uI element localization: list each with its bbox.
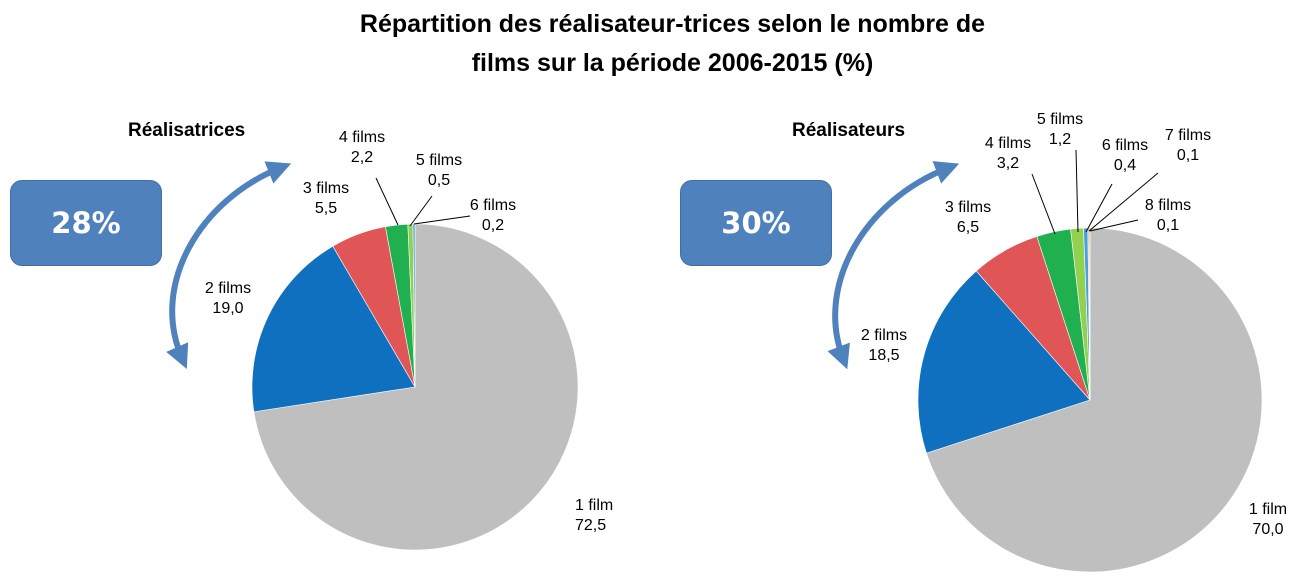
pie-1-category-label-5: 5 films [416, 152, 462, 169]
pie-1-value-label-1: 72,5 [575, 517, 606, 534]
pie-1-subtitle: Réalisatrices [128, 120, 246, 141]
pie-1-slice-1 [253, 223, 579, 551]
pie-1-value-label-6: 0,2 [482, 217, 504, 234]
pie-2-value-label-4: 3,2 [997, 155, 1019, 172]
pie-2-category-label-7: 7 films [1165, 127, 1211, 144]
pie-2-share-badge: 30% [680, 180, 832, 266]
pie-2-category-label-1: 1 film [1249, 501, 1287, 518]
pie-1-leader-line-4 [375, 177, 399, 226]
pie-2-value-label-8: 0,1 [1157, 217, 1179, 234]
pie-2-value-label-3: 6,5 [957, 219, 979, 236]
pie-1-category-label-4: 4 films [339, 129, 385, 146]
pie-1-leader-line-6 [413, 215, 471, 225]
pie-1-realisatrices: 1 film 72,5 2 films 19,0 3 films 5,5 4 films 2,… [205, 129, 613, 551]
pie-1-value-label-4: 2,2 [351, 149, 373, 166]
pie-2-leader-line-8 [1089, 219, 1139, 232]
pie-1-slice-2 [251, 245, 416, 413]
pie-2-double-arrow [827, 161, 960, 370]
pie-2-value-label-7: 0,1 [1177, 147, 1199, 164]
pie-1-leader-line-5 [409, 195, 433, 227]
chart-title-line-1: Répartition des réalisateur-trices selon… [359, 10, 986, 38]
pie-1-share-badge: 28% [10, 180, 162, 266]
pie-2-slice-2 [917, 270, 1091, 454]
pie-2-leader-line-7 [1088, 172, 1159, 232]
pie-2-value-label-5: 1,2 [1049, 131, 1071, 148]
pie-2-value-label-2: 18,5 [868, 347, 899, 364]
pie-2-slice-8 [1088, 227, 1091, 401]
pie-1-value-label-5: 0,5 [428, 172, 450, 189]
chart-title: Répartition des réalisateur-trices selon… [300, 5, 1045, 83]
pie-2-category-label-4: 4 films [985, 135, 1031, 152]
pie-2-subtitle: Réalisateurs [792, 120, 906, 141]
pie-2-category-label-6: 6 films [1102, 137, 1148, 154]
pie-1-value-label-3: 5,5 [315, 200, 337, 217]
chart-title-line-2: films sur la période 2006-2015 (%) [471, 49, 874, 77]
pie-2-category-label-3: 3 films [945, 199, 991, 216]
pie-1-category-label-1: 1 film [575, 497, 613, 514]
pie-2-category-label-8: 8 films [1145, 197, 1191, 214]
pie-1-category-label-3: 3 films [303, 180, 349, 197]
pie-1-value-label-2: 19,0 [212, 300, 243, 317]
pie-2-realisateurs: 1 film 70,0 2 films 18,5 3 films 6,5 4 films 3,… [861, 111, 1287, 573]
pie-1-double-arrow [166, 161, 292, 369]
pie-1-category-label-6: 6 films [470, 197, 516, 214]
pie-2-value-label-6: 0,4 [1114, 157, 1136, 174]
pie-2-leader-line-4 [1031, 173, 1056, 235]
pie-1-category-label-2: 2 films [205, 280, 251, 297]
pie-2-slice-1 [926, 227, 1263, 573]
pie-2-category-label-5: 5 films [1037, 111, 1083, 128]
pie-2-category-label-2: 2 films [861, 327, 907, 344]
pie-2-leader-line-6 [1085, 183, 1113, 233]
pie-2-value-label-1: 70,0 [1252, 521, 1283, 538]
pie-2-leader-line-5 [1075, 149, 1079, 233]
